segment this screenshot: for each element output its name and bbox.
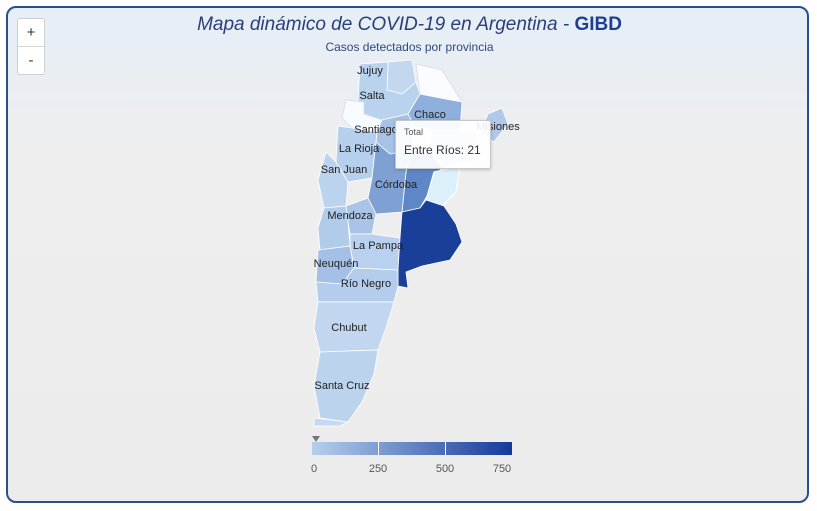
label-san-juan: San Juan bbox=[321, 164, 367, 176]
legend-tick: 0 bbox=[310, 463, 318, 475]
label-santiago: Santiago bbox=[354, 124, 397, 136]
title-brand: GIBD bbox=[574, 14, 622, 35]
province-buenos-aires[interactable] bbox=[397, 199, 463, 289]
label-chaco: Chaco bbox=[414, 109, 446, 121]
label-jujuy: Jujuy bbox=[357, 65, 383, 77]
zoom-in-button[interactable]: + bbox=[26, 24, 36, 41]
map-subtitle: Casos detectados por provincia bbox=[325, 40, 494, 54]
tooltip-header: Total bbox=[404, 127, 424, 137]
map-title: Mapa dinámico de COVID-19 en Argentina -… bbox=[8, 14, 807, 36]
label-chubut: Chubut bbox=[331, 322, 366, 334]
hover-tooltip: Total Entre Ríos: 21 bbox=[395, 120, 491, 169]
legend-divider bbox=[378, 442, 379, 455]
zoom-out-button[interactable]: - bbox=[18, 46, 44, 74]
color-legend bbox=[312, 442, 512, 455]
legend-divider bbox=[445, 442, 446, 455]
label-la-rioja: La Rioja bbox=[339, 143, 380, 155]
tooltip-value: Entre Ríos: 21 bbox=[404, 143, 481, 157]
province-santa-cruz[interactable] bbox=[313, 349, 379, 423]
legend-tick: 250 bbox=[368, 463, 388, 475]
label-santa-cruz: Santa Cruz bbox=[314, 380, 369, 392]
legend-marker-icon bbox=[312, 436, 320, 442]
argentina-map[interactable]: Jujuy Salta Chaco Misiones Santiago La R… bbox=[8, 8, 809, 503]
province-rio-negro[interactable] bbox=[315, 267, 399, 303]
zoom-control: + - bbox=[17, 18, 45, 75]
legend-tick: 500 bbox=[435, 463, 455, 475]
label-neuquen: Neuquén bbox=[314, 258, 359, 270]
label-salta: Salta bbox=[359, 90, 385, 102]
title-main: Mapa dinámico de COVID-19 en Argentina - bbox=[197, 14, 575, 35]
province-tierra-del-fuego[interactable] bbox=[313, 417, 350, 427]
label-cordoba: Córdoba bbox=[375, 179, 418, 191]
label-mendoza: Mendoza bbox=[327, 210, 373, 222]
legend-tick: 750 bbox=[492, 463, 512, 475]
label-rio-negro: Río Negro bbox=[341, 278, 391, 290]
map-panel: Mapa dinámico de COVID-19 en Argentina -… bbox=[6, 6, 809, 503]
label-la-pampa: La Pampa bbox=[353, 240, 404, 252]
